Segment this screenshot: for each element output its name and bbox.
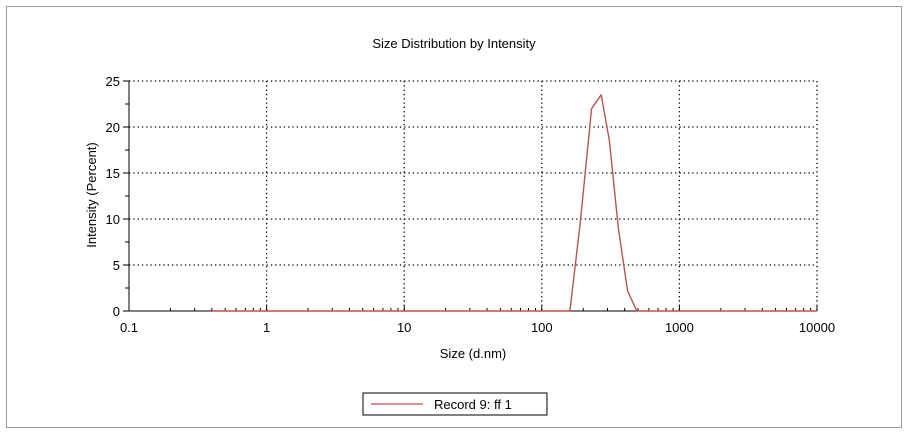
y-tick-label: 15 — [106, 166, 120, 181]
y-axis-title: Intensity (Percent) — [84, 142, 99, 248]
legend-box — [362, 392, 548, 416]
x-tick-label: 1 — [263, 320, 270, 335]
y-tick-label: 25 — [106, 74, 120, 89]
y-tick-label: 10 — [106, 212, 120, 227]
grid — [129, 80, 818, 311]
x-tick-label: 10 — [397, 320, 411, 335]
y-tick-label: 20 — [106, 120, 120, 135]
axes — [123, 80, 818, 312]
chart: Size Distribution by Intensity 0 5 10 15 20 2… — [84, 36, 836, 416]
x-tick-label: 0.1 — [120, 320, 138, 335]
legend: Record 9: ff 1 — [362, 392, 548, 416]
x-tick-label: 100 — [531, 320, 553, 335]
y-tick-label: 0 — [113, 304, 120, 319]
x-tick-label: 1000 — [665, 320, 694, 335]
series-line — [211, 94, 817, 312]
y-tick-label: 5 — [113, 258, 120, 273]
x-tick-label: 10000 — [799, 320, 835, 335]
series-layer — [211, 94, 817, 312]
x-axis-title: Size (d.nm) — [440, 346, 506, 361]
legend-label: Record 9: ff 1 — [434, 397, 512, 412]
chart-frame: Size Distribution by Intensity 0 5 10 15 20 2… — [6, 6, 902, 428]
chart-title: Size Distribution by Intensity — [372, 36, 536, 51]
tick-labels: 0 5 10 15 20 25 0.1 1 10 100 1000 10000 — [106, 74, 836, 335]
